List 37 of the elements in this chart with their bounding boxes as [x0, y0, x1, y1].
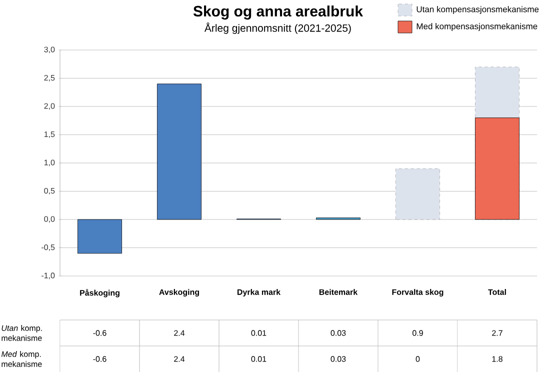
data-label: 0.01 — [251, 356, 266, 362]
data-label: 0 — [416, 356, 420, 362]
x-tick-label: Dyrka mark — [237, 289, 281, 296]
chart-title: Skog og anna arealbruk — [193, 6, 364, 20]
y-tick-label: -0,5 — [42, 244, 55, 252]
y-tick-label: 0,5 — [44, 188, 55, 195]
y-tick-label: 0,0 — [44, 216, 55, 223]
x-tick-label: Avskoging — [159, 289, 200, 297]
data-label: -0.6 — [93, 356, 106, 362]
x-tick-label: Total — [488, 289, 506, 295]
text: 0.03 — [330, 330, 346, 336]
x-tick-label: Forvalta skog — [392, 289, 444, 297]
text: 2.4 — [174, 330, 185, 336]
y-tick-label: 3,0 — [44, 46, 55, 54]
text: -0.6 — [93, 330, 106, 336]
bar — [396, 168, 440, 220]
y-tick-label: 1,5 — [44, 131, 55, 138]
text: Med komp. mekanisme — [1, 351, 42, 367]
data-label: 0.03 — [330, 356, 346, 362]
data-label: 2.7 — [492, 330, 502, 336]
legend-label: Med kompensasjonsmekanisme — [416, 23, 538, 31]
x-tick-label: Påskoging — [80, 289, 120, 298]
bar — [78, 219, 122, 254]
chart-subtitle: Årleg gjennomsnitt (2021-2025) — [204, 22, 351, 34]
x-tick-label: Beitemark — [319, 289, 358, 295]
y-tick-label: 2,0 — [44, 103, 55, 110]
data-label: 1.8 — [492, 356, 502, 362]
y-tick-label: 2,5 — [44, 74, 55, 82]
text: Utan komp. mekanisme — [2, 325, 42, 341]
bar — [475, 118, 520, 220]
text: 0.01 — [251, 330, 266, 336]
y-tick-label: 1,0 — [44, 160, 55, 166]
bar — [157, 84, 202, 220]
data-label: 0.9 — [412, 330, 423, 336]
legend-label: Utan kompensasjonsmekanisme — [416, 6, 539, 14]
y-tick-label: -1,0 — [42, 272, 55, 280]
data-label: 2.4 — [174, 356, 185, 362]
